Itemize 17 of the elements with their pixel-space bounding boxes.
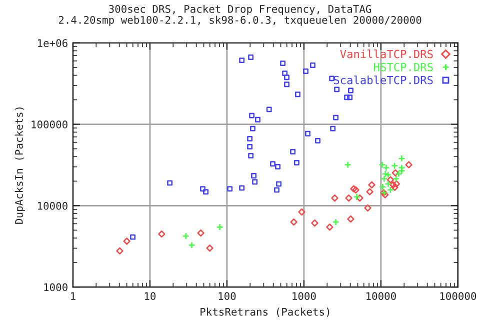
legend-label: VanillaTCP.DRS (340, 50, 433, 58)
y-tick-label: 100000 (32, 120, 68, 128)
chart-subtitle: 2.4.20smp web100-2.2.1, sk98-6.0.3, txqueuelen 20000/20000 (58, 16, 422, 26)
y-tick-label: 1000 (44, 283, 68, 292)
x-tick-label: 1 (71, 292, 76, 300)
x-axis-title: PktsRetrans (Packets) (200, 308, 330, 317)
x-tick-label: 10000 (366, 292, 396, 300)
chart-title: 300sec DRS, Packet Drop Frequency, DataTAG (109, 4, 372, 15)
legend-label: HSTCP.DRS (374, 62, 433, 72)
y-tick-label: 1e+06 (38, 39, 68, 48)
x-tick-label: 100 (218, 292, 236, 300)
y-axis-title: DupAcksIn (Packets) (14, 108, 25, 224)
y-tick-label: 10000 (38, 202, 68, 210)
legend-label: ScalableTCP.DRS (334, 76, 433, 84)
x-tick-label: 10 (144, 292, 156, 300)
x-tick-label: 1000 (292, 292, 316, 300)
x-tick-label: 100000 (440, 292, 476, 300)
